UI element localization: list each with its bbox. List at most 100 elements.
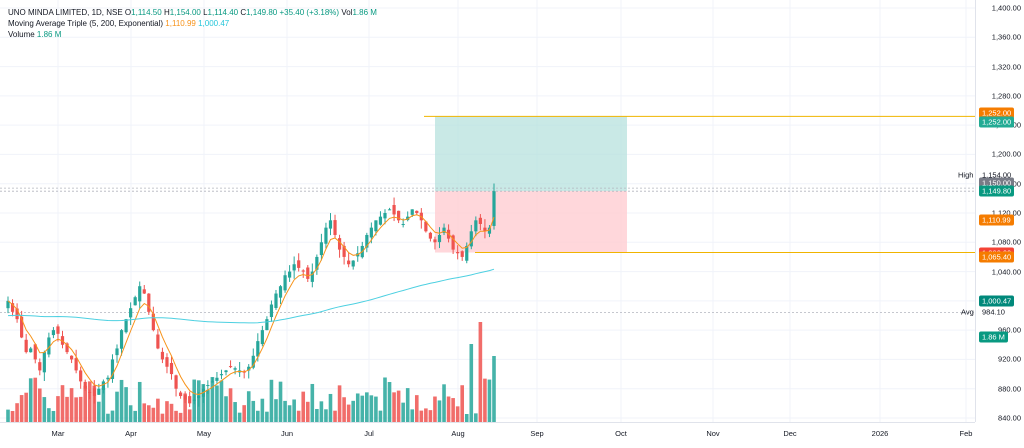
- volume-bar: [115, 391, 119, 422]
- time-tick-label: Dec: [783, 429, 797, 438]
- candle-body: [387, 209, 392, 211]
- candle-body: [69, 355, 74, 360]
- volume-bar: [487, 379, 492, 422]
- volume-bar: [56, 396, 60, 422]
- candle-body: [106, 377, 110, 380]
- candle-body: [278, 286, 283, 298]
- candle-body: [15, 308, 19, 320]
- candle-body: [401, 223, 405, 225]
- candle-body: [269, 304, 274, 318]
- candle-body: [165, 357, 169, 367]
- volume-bar: [78, 396, 83, 422]
- volume-bar: [142, 403, 147, 422]
- volume-bar: [328, 393, 333, 422]
- chart-canvas[interactable]: [0, 0, 975, 422]
- legend-volume-row[interactable]: Volume 1.86 M: [8, 29, 377, 40]
- price-axis[interactable]: 1,400.001,360.001,320.001,280.001,240.00…: [975, 0, 1024, 423]
- price-tick-label: 1,360.00: [991, 32, 1021, 42]
- volume-bar: [137, 381, 142, 422]
- price-tick-label: 960.00: [998, 325, 1021, 335]
- chart-area[interactable]: UNO MINDA LIMITED, 1D, NSE O1,114.50 H1,…: [0, 0, 975, 422]
- price-badge: 1,149.80: [979, 185, 1015, 197]
- volume-bar: [128, 405, 133, 422]
- volume-bar: [355, 393, 360, 422]
- volume-bar: [19, 395, 24, 422]
- volume-bar: [424, 408, 428, 422]
- volume-bar: [196, 380, 201, 422]
- volume-bar: [369, 395, 374, 422]
- price-badge: 1,000.47: [979, 295, 1015, 306]
- candle-body: [56, 326, 60, 334]
- candle-body: [60, 336, 65, 345]
- volume-bar: [437, 400, 442, 422]
- volume-bar: [333, 410, 337, 422]
- volume-bar: [287, 405, 292, 422]
- volume-bar: [310, 383, 315, 422]
- volume-bar: [265, 411, 269, 422]
- vol-label: Vol: [341, 8, 353, 17]
- volume-bar: [419, 410, 424, 422]
- candle-body: [215, 377, 219, 381]
- candle-body: [79, 370, 83, 382]
- price-tick-label: 840.00: [998, 413, 1021, 423]
- volume-bar: [24, 392, 28, 422]
- volume-bar: [74, 397, 78, 422]
- candle-body: [474, 220, 478, 232]
- candle-body: [133, 297, 137, 306]
- candle-body: [206, 385, 210, 387]
- volume-label: Volume: [8, 30, 35, 39]
- price-badge: 1,110.99: [979, 214, 1014, 226]
- volume-bar: [201, 384, 206, 422]
- volume-bar: [206, 389, 210, 422]
- candle-body: [6, 300, 10, 309]
- candle-body: [337, 238, 342, 250]
- volume-bar: [69, 388, 74, 422]
- volume-bar: [374, 396, 378, 422]
- time-axis[interactable]: Mar Apr May Jun Jul Aug Sep Oct Nov Dec 2026 Feb: [0, 422, 975, 448]
- candle-body: [328, 220, 333, 229]
- volume-bar: [33, 377, 38, 422]
- time-tick-label: Jul: [364, 429, 374, 438]
- volume-bar: [219, 380, 224, 422]
- candle-body: [283, 275, 287, 291]
- candle-body: [378, 216, 383, 225]
- candle-body: [138, 286, 142, 302]
- price-tick-label: 880.00: [998, 384, 1021, 394]
- volume-bar: [342, 397, 346, 422]
- target-zone: [435, 116, 627, 192]
- candle-body: [188, 396, 192, 404]
- volume-bar: [460, 385, 465, 422]
- candle-body: [247, 366, 251, 371]
- volume-bar: [110, 410, 115, 422]
- price-tick-label: 1,400.00: [991, 3, 1021, 13]
- volume-bar: [428, 410, 433, 422]
- legend-ohlc-row: UNO MINDA LIMITED, 1D, NSE O1,114.50 H1,…: [8, 7, 377, 18]
- volume-bar: [151, 407, 156, 422]
- candle-body: [24, 339, 28, 353]
- time-tick-label: Jun: [280, 429, 294, 438]
- legend-ma-row[interactable]: Moving Average Triple (5, 200, Exponenti…: [8, 18, 377, 29]
- volume-bar: [210, 377, 215, 422]
- volume-bar: [147, 405, 151, 422]
- candle-body: [265, 319, 269, 331]
- candle-body: [74, 358, 78, 371]
- candle-body: [174, 375, 178, 389]
- candle-body: [456, 252, 460, 254]
- price-tick-label: 1,320.00: [991, 62, 1021, 72]
- volume-bar: [260, 398, 265, 422]
- volume-bar: [378, 410, 383, 422]
- volume-bar: [6, 409, 10, 422]
- stop-zone: [435, 191, 627, 253]
- candle-body: [20, 316, 24, 338]
- volume-bar: [242, 405, 246, 422]
- candle-body: [310, 271, 314, 282]
- volume-bar: [442, 384, 446, 422]
- volume-value: 1.86 M: [36, 30, 62, 39]
- candle-body: [410, 209, 414, 215]
- symbol-title[interactable]: UNO MINDA LIMITED, 1D, NSE: [8, 8, 123, 17]
- volume-bar: [256, 410, 260, 422]
- volume-bar: [28, 378, 33, 422]
- candle-body: [115, 348, 119, 356]
- candle-body: [315, 256, 319, 270]
- volume-bar: [474, 413, 478, 422]
